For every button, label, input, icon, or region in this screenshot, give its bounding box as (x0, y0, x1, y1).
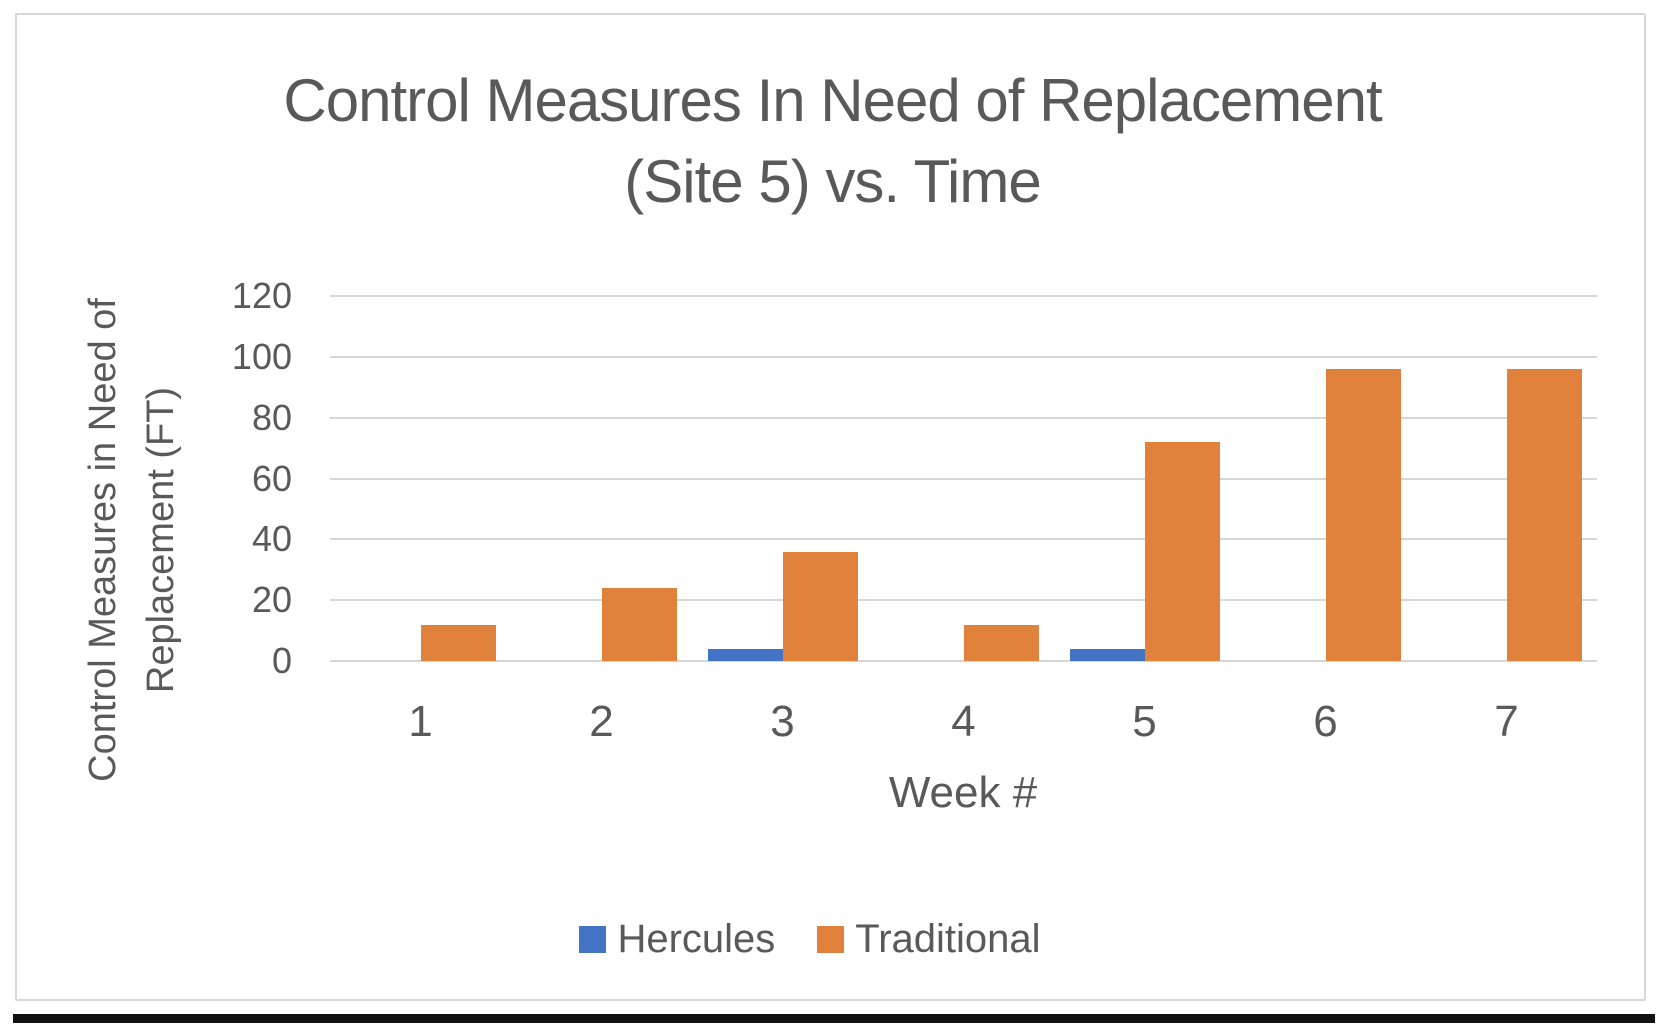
x-tick-label-2: 2 (589, 697, 614, 746)
bar-traditional-week-7 (1506, 369, 1582, 661)
legend-label-hercules: Hercules (617, 917, 776, 961)
gridline-40 (330, 538, 1597, 541)
bar-traditional-week-3 (782, 551, 858, 661)
x-axis-title: Week # (888, 768, 1038, 817)
y-tick-label-100: 100 (231, 335, 292, 377)
legend: Hercules Traditional (300, 914, 1320, 964)
chart-title-line-1: Control Measures In Need of Replacement (283, 67, 1382, 134)
bar-traditional-week-6 (1325, 369, 1401, 661)
bar-hercules-week-5 (1069, 648, 1145, 661)
y-tick-label-0: 0 (271, 640, 292, 681)
x-tick-label-5: 5 (1132, 697, 1157, 746)
gridline-120 (330, 295, 1597, 297)
bar-traditional-week-4 (963, 624, 1039, 661)
y-tick-label-80: 80 (251, 396, 292, 438)
x-tick-label-6: 6 (1313, 697, 1338, 746)
gridline-80 (330, 416, 1597, 419)
chart-title-line-2: (Site 5) vs. Time (624, 148, 1041, 215)
gridline-100 (330, 355, 1597, 358)
traditional-swatch-icon (817, 925, 845, 953)
bar-traditional-week-1 (420, 624, 496, 661)
legend-item-hercules: Hercules (579, 915, 775, 963)
x-tick-label-4: 4 (951, 697, 976, 746)
legend-item-traditional: Traditional (817, 915, 1041, 963)
y-tick-label-120: 120 (231, 275, 292, 316)
hercules-swatch-icon (579, 925, 607, 953)
x-tick-label-3: 3 (770, 697, 795, 746)
y-tick-label-60: 60 (251, 457, 292, 499)
bar-hercules-week-3 (707, 648, 783, 661)
x-tick-label-1: 1 (408, 697, 433, 746)
x-tick-label-7: 7 (1494, 697, 1519, 746)
y-tick-label-20: 20 (251, 579, 292, 621)
y-tick-label-40: 40 (251, 518, 292, 560)
chart-title: Control Measures In Need of Replacement … (40, 60, 1625, 222)
gridline-60 (330, 477, 1597, 480)
gridline-20 (330, 599, 1597, 602)
bar-traditional-week-5 (1144, 442, 1220, 661)
legend-label-traditional: Traditional (855, 917, 1041, 961)
bar-traditional-week-2 (601, 588, 677, 661)
gridline-0 (330, 660, 1597, 662)
bottom-border-bar (13, 1014, 1655, 1023)
